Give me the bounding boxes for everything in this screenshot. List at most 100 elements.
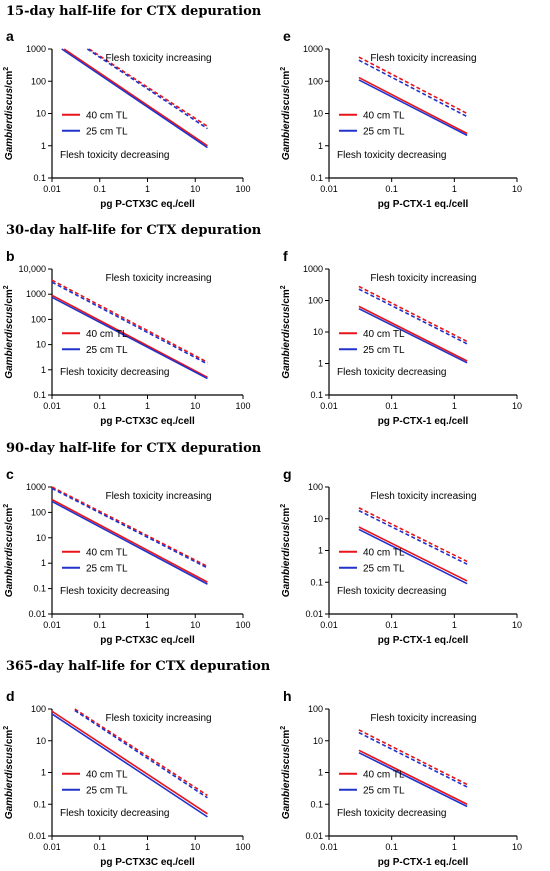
x-tick-label: 0.1 [385,620,398,630]
x-tick-label: 1 [452,401,457,411]
panel-g: g 0.01 0.1 1 10 0.01 0.1 1 10 100 pg P-CTX-1 eq./c… [280,466,522,646]
x-axis-label: pg P-CTX3C eq./cell [100,416,195,427]
y-tick-label: 10,000 [18,264,46,274]
legend-label-40cm: 40 cm TL [363,547,405,558]
y-axis-label: Gambierdiscus/cm2 [3,67,15,161]
legend-label-40cm: 40 cm TL [86,329,128,340]
y-tick-label: 1 [318,768,323,778]
panel-letter-b: b [6,248,15,264]
y-axis-label: Gambierdiscus/cm2 [280,726,292,820]
series-dashed-40cm [358,507,468,563]
panel-letter-g: g [283,466,292,482]
y-label-unit: /cm [281,71,292,88]
legend-label-40cm: 40 cm TL [363,769,405,780]
x-tick-label: 1 [145,184,150,194]
series-dashed-25cm [51,487,208,569]
x-tick-label: 0.1 [93,401,106,411]
annotation-increasing: Flesh toxicity increasing [370,53,476,64]
y-tick-label: 1000 [303,44,323,54]
y-tick-label: 1 [318,546,323,556]
y-tick-label: 100 [308,704,323,714]
y-tick-label: 10 [36,533,46,543]
series-solid-40cm [51,498,208,583]
y-axis-label: Gambierdiscus/cm2 [3,726,15,820]
x-axis-label: pg P-CTX3C eq./cell [100,635,195,646]
x-tick-label: 0.1 [93,620,106,630]
annotation-decreasing: Flesh toxicity decreasing [60,367,170,378]
x-tick-label: 10 [190,401,200,411]
y-label-unit: /cm [4,508,15,525]
x-tick-label: 0.01 [43,842,61,852]
y-axis-label: Gambierdiscus/cm2 [3,285,15,379]
y-tick-label: 0.1 [310,577,323,587]
legend-label-25cm: 25 cm TL [86,126,128,137]
panel-letter-e: e [283,28,291,44]
y-label-unit: /cm [4,289,15,306]
x-axis-label: pg P-CTX-1 eq./cell [378,857,469,868]
y-tick-label: 1 [41,141,46,151]
x-tick-label: 1 [452,620,457,630]
series-solid-40cm [51,294,208,379]
x-tick-label: 10 [512,842,522,852]
y-label-unit: /cm [281,289,292,306]
series-solid-40cm [358,749,468,805]
panel-letter-c: c [6,466,14,482]
y-label-sup: 2 [3,726,10,730]
y-tick-label: 1 [318,359,323,369]
series-dashed-25cm [358,288,468,345]
legend-label-40cm: 40 cm TL [86,769,128,780]
row-title-90-day: 90-day half-life for CTX depuration [6,441,262,456]
x-tick-label: 10 [190,842,200,852]
x-tick-label: 0.01 [320,842,338,852]
x-tick-label: 10 [190,620,200,630]
y-label-unit: /cm [4,730,15,747]
y-tick-label: 10 [313,736,323,746]
x-tick-label: 0.01 [320,184,338,194]
series-solid-40cm [358,76,468,135]
y-tick-label: 10 [313,109,323,119]
series-dashed-40cm [358,56,468,115]
y-tick-label: 0.1 [33,173,46,183]
y-label-genus: Gambierdiscus [281,306,292,379]
series-dashed-40cm [51,486,208,568]
x-axis-label: pg P-CTX-1 eq./cell [378,416,469,427]
panels: a 0.01 0.1 1 10 100 0.1 1 10 100 1000 pg P-CTX3C eq… [3,28,522,868]
x-axis-label: pg P-CTX-1 eq./cell [378,199,469,210]
y-label-genus: Gambierdiscus [281,747,292,820]
y-tick-label: 0.01 [28,831,46,841]
series-solid-40cm [63,48,208,147]
y-axis-label: Gambierdiscus/cm2 [280,285,292,379]
y-tick-label: 0.1 [310,390,323,400]
x-tick-label: 10 [512,620,522,630]
row-title-30-day: 30-day half-life for CTX depuration [6,223,262,238]
legend-label-40cm: 40 cm TL [86,110,128,121]
x-tick-label: 1 [145,842,150,852]
y-tick-label: 0.01 [305,609,323,619]
y-tick-label: 10 [36,340,46,350]
x-tick-label: 0.01 [43,401,61,411]
x-tick-label: 0.1 [385,842,398,852]
y-tick-label: 100 [308,296,323,306]
x-tick-label: 0.1 [93,184,106,194]
y-tick-label: 0.01 [28,609,46,619]
panel-letter-a: a [6,28,14,44]
annotation-increasing: Flesh toxicity increasing [370,491,476,502]
legend-label-25cm: 25 cm TL [363,345,405,356]
x-tick-label: 100 [235,184,250,194]
panel-h: h 0.01 0.1 1 10 0.01 0.1 1 10 100 pg P-CTX-1 eq./c… [280,688,522,868]
y-label-genus: Gambierdiscus [4,306,15,379]
annotation-decreasing: Flesh toxicity decreasing [60,586,170,597]
panel-c: c 0.01 0.1 1 10 100 0.01 0.1 1 10 100 1000 pg P-CTX3… [3,466,251,646]
series-solid-25cm [51,296,208,380]
series-dashed-25cm [51,281,208,365]
series-solid-25cm [61,48,208,149]
x-tick-label: 10 [512,401,522,411]
x-tick-label: 1 [452,842,457,852]
series-dashed-25cm [358,59,468,118]
series-dashed-25cm [358,731,468,788]
legend-label-40cm: 40 cm TL [363,110,405,121]
x-tick-label: 10 [512,184,522,194]
series-solid-40cm [51,710,208,815]
series-dashed-40cm [358,285,468,343]
